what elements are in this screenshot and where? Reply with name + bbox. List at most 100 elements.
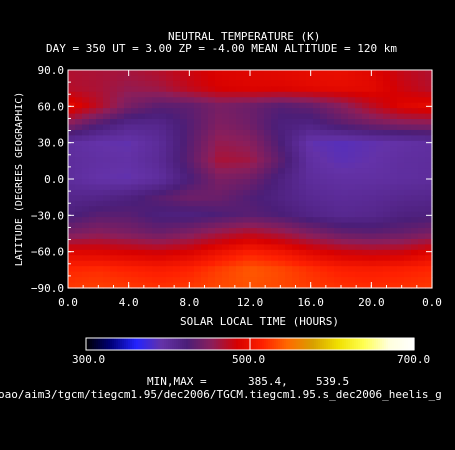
heatmap-cell (355, 266, 363, 273)
heatmap-cell (418, 189, 426, 196)
heatmap-cell (250, 195, 258, 202)
heatmap-cell (138, 266, 146, 273)
heatmap-cell (180, 222, 188, 229)
colorbar-segment (400, 338, 403, 350)
heatmap-cell (404, 151, 412, 158)
heatmap-cell (187, 244, 195, 251)
heatmap-cell (82, 157, 90, 164)
heatmap-cell (383, 260, 391, 267)
heatmap-cell (397, 173, 405, 180)
heatmap-cell (369, 113, 377, 120)
heatmap-cell (257, 211, 265, 218)
heatmap-cell (355, 162, 363, 169)
heatmap-cell (271, 151, 279, 158)
heatmap-cell (278, 266, 286, 273)
heatmap-cell (159, 260, 167, 267)
heatmap-cell (264, 189, 272, 196)
heatmap-cell (369, 271, 377, 278)
heatmap-cell (89, 129, 97, 136)
heatmap-cell (103, 119, 111, 126)
heatmap-cell (145, 228, 153, 235)
colorbar-segment (274, 338, 277, 350)
heatmap-cell (292, 157, 300, 164)
heatmap-cell (229, 277, 237, 284)
heatmap-cell (110, 189, 118, 196)
heatmap-cell (187, 70, 195, 77)
heatmap-cell (327, 162, 335, 169)
heatmap-cell (131, 168, 139, 175)
heatmap-cell (348, 249, 356, 256)
heatmap-cell (250, 173, 258, 180)
heatmap-cell (390, 75, 398, 82)
heatmap-cell (208, 179, 216, 186)
heatmap-cell (145, 195, 153, 202)
heatmap-cell (257, 86, 265, 93)
heatmap-cell (145, 108, 153, 115)
heatmap-cell (124, 173, 132, 180)
colorbar-segment (332, 338, 335, 350)
heatmap-cell (278, 217, 286, 224)
heatmap-cell (68, 238, 76, 245)
heatmap-cell (201, 271, 209, 278)
heatmap-cell (124, 233, 132, 240)
heatmap-cell (257, 222, 265, 229)
heatmap-cell (89, 189, 97, 196)
heatmap-cell (264, 151, 272, 158)
heatmap-cell (271, 211, 279, 218)
colorbar-segment (94, 338, 97, 350)
heatmap-cell (187, 249, 195, 256)
heatmap-cell (348, 277, 356, 284)
heatmap-cell (271, 97, 279, 104)
heatmap-cell (341, 119, 349, 126)
heatmap-cell (285, 86, 293, 93)
heatmap-cell (145, 200, 153, 207)
heatmap-cell (208, 244, 216, 251)
heatmap-cell (348, 228, 356, 235)
heatmap-cell (411, 228, 419, 235)
heatmap-cell (82, 146, 90, 153)
heatmap-cell (68, 157, 76, 164)
heatmap-cell (159, 119, 167, 126)
heatmap-cell (68, 260, 76, 267)
heatmap-cell (222, 184, 230, 191)
heatmap-cell (418, 184, 426, 191)
heatmap-cell (187, 129, 195, 136)
heatmap-cell (250, 157, 258, 164)
heatmap-cell (292, 113, 300, 120)
heatmap-cell (285, 200, 293, 207)
heatmap-cell (397, 200, 405, 207)
colorbar-segment (92, 338, 95, 350)
heatmap-cell (110, 211, 118, 218)
heatmap-cell (278, 195, 286, 202)
heatmap-cell (180, 260, 188, 267)
heatmap-cell (404, 113, 412, 120)
heatmap-cell (257, 168, 265, 175)
heatmap-cell (201, 260, 209, 267)
heatmap-cell (215, 135, 223, 142)
heatmap-cell (271, 113, 279, 120)
heatmap-cell (327, 97, 335, 104)
heatmap-cell (411, 80, 419, 87)
heatmap-cell (257, 244, 265, 251)
heatmap-cell (208, 195, 216, 202)
heatmap-cell (229, 97, 237, 104)
heatmap-cell (173, 151, 181, 158)
heatmap-cell (75, 244, 83, 251)
heatmap-cell (334, 244, 342, 251)
heatmap-cell (271, 206, 279, 213)
heatmap-cell (180, 195, 188, 202)
heatmap-cell (404, 97, 412, 104)
heatmap-cell (264, 200, 272, 207)
heatmap-cell (369, 129, 377, 136)
heatmap-cell (397, 217, 405, 224)
heatmap-cell (383, 151, 391, 158)
heatmap-cell (355, 151, 363, 158)
heatmap-cell (173, 80, 181, 87)
x-tick-label: 0.0 (422, 296, 442, 309)
heatmap-cell (369, 189, 377, 196)
heatmap-cell (145, 162, 153, 169)
heatmap-cell (411, 260, 419, 267)
heatmap-cell (306, 266, 314, 273)
heatmap-cell (313, 75, 321, 82)
colorbar-segment (144, 338, 147, 350)
